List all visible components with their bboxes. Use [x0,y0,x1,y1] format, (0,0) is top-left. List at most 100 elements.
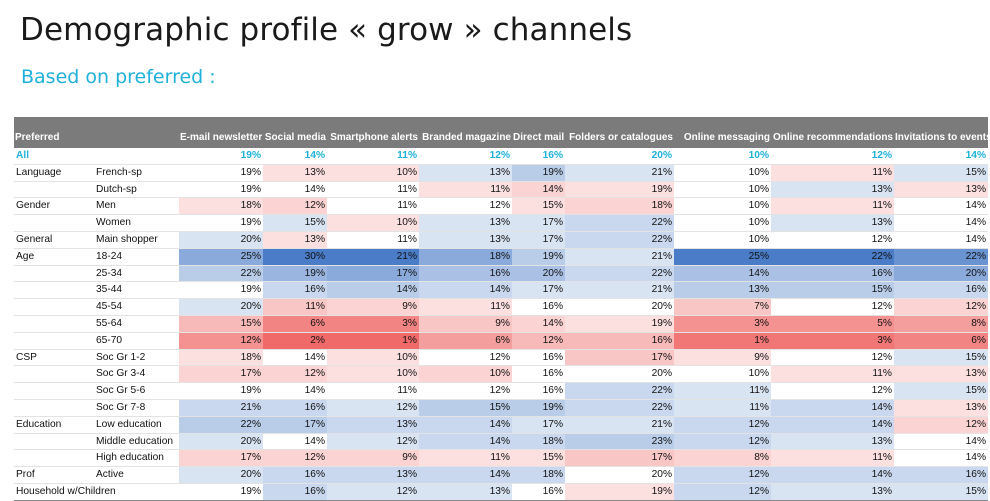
heat-cell: 8% [894,315,988,333]
heat-cell: 17% [327,265,419,283]
row-label: 65-70 [94,332,179,350]
heat-cell: 17% [512,231,565,249]
heat-cell: 9% [419,315,512,333]
heat-cell: 19% [565,181,674,199]
heat-cell: 12% [419,382,512,400]
heat-cell: 14% [894,148,988,165]
heat-cell: 13% [894,181,988,199]
heat-cell: 2% [263,332,327,350]
heat-cell: 11% [263,298,327,316]
heat-cell: 16% [894,466,988,484]
heat-cell: 12% [674,466,771,484]
heat-cell: 12% [327,433,419,451]
row-label: Soc Gr 1-2 [94,349,179,367]
data-row: Language French-sp 19% 13% 10% 13% 19% 21% 10% 11… [14,164,988,182]
data-row: 55-64 15% 6% 3% 9% 14% 19% 3% 5% 8% [14,315,988,333]
row-label: Women [94,214,179,232]
heat-cell: 16% [263,483,327,501]
heat-cell: 14% [512,315,565,333]
data-row: Middle education 20% 14% 12% 14% 18% 23% 12% 13%… [14,433,988,451]
heat-cell: 13% [419,231,512,249]
data-row: CSP Soc Gr 1-2 18% 14% 10% 12% 16% 17% 9% 12% 15% [14,349,988,367]
heat-cell: 19% [179,483,263,501]
heat-cell: 16% [512,148,565,165]
row-label: 45-54 [94,298,179,316]
row-group-label [14,281,94,300]
heat-cell: 21% [179,399,263,417]
heat-cell: 11% [419,449,512,468]
heat-cell: 21% [565,416,674,434]
heat-cell: 18% [179,197,263,216]
heat-cell: 20% [565,365,674,384]
heat-cell: 20% [179,298,263,316]
heat-cell: 13% [263,164,327,182]
heat-cell: 11% [419,298,512,316]
heat-cell: 18% [512,466,565,484]
heat-cell: 13% [327,416,419,434]
heat-cell: 12% [327,399,419,417]
heat-cell: 21% [565,248,674,266]
row-label: 55-64 [94,315,179,333]
heat-cell: 14% [419,466,512,484]
heat-cell: 13% [771,483,894,501]
data-row: Household w/Children 19% 16% 12% 13% 16% 19% 12… [14,483,988,501]
heat-cell: 16% [771,265,894,283]
column-header: Online recommendations [771,128,894,148]
heat-cell: 12% [674,433,771,451]
heat-cell: 10% [674,181,771,199]
heat-cell: 9% [674,349,771,367]
heat-cell: 13% [327,466,419,484]
row-label: High education [94,449,179,468]
heat-cell: 20% [179,466,263,484]
data-row: Prof Active 20% 16% 13% 14% 18% 20% 12% 14% 16% [14,466,988,484]
data-row: Education Low education 22% 17% 13% 14% 17% 21%… [14,416,988,434]
heat-cell: 1% [327,332,419,350]
heat-cell: 16% [512,483,565,501]
heat-cell: 3% [674,315,771,333]
heat-cell: 15% [894,164,988,182]
heat-cell: 16% [263,399,327,417]
heat-cell: 10% [674,148,771,165]
heat-cell: 13% [263,231,327,249]
heat-cell: 7% [674,298,771,316]
heat-cell: 19% [179,214,263,232]
row-group-label [14,399,94,417]
heat-cell: 3% [771,332,894,350]
row-group-label [14,365,94,384]
heat-cell: 21% [565,164,674,182]
data-row: Dutch-sp 19% 14% 11% 11% 14% 19% 10% 13% 13% [14,181,988,199]
row-label: Soc Gr 7-8 [94,399,179,417]
heat-cell: 14% [674,265,771,283]
heat-cell: 13% [771,433,894,451]
heat-cell: 22% [565,399,674,417]
heat-cell: 17% [565,449,674,468]
data-row: 35-44 19% 16% 14% 14% 17% 21% 13% 15% 16% [14,281,988,300]
heat-cell: 14% [263,382,327,400]
data-row: Soc Gr 7-8 21% 16% 12% 15% 19% 22% 11% 14% 13% [14,399,988,417]
column-header: Social media [263,128,327,148]
heat-cell: 12% [674,416,771,434]
heat-cell: 20% [512,265,565,283]
heat-cell: 13% [674,281,771,300]
heat-cell: 20% [565,298,674,316]
row-group-label: Prof [14,466,94,484]
heat-cell: 19% [179,148,263,165]
heat-cell: 3% [327,315,419,333]
heat-cell: 19% [565,315,674,333]
heat-cell: 14% [771,416,894,434]
heat-cell: 14% [327,281,419,300]
heat-cell: 20% [565,148,674,165]
heat-cell: 11% [327,148,419,165]
heat-cell: 11% [327,197,419,216]
heat-cell: 5% [771,315,894,333]
heat-cell: 12% [263,365,327,384]
heat-cell: 11% [327,181,419,199]
heat-cell: 11% [771,365,894,384]
heat-cell: 14% [771,466,894,484]
heat-cell: 12% [263,197,327,216]
heat-cell: 12% [894,298,988,316]
row-group-label [14,332,94,350]
heat-cell: 14% [894,433,988,451]
row-label: 18-24 [94,248,179,266]
heat-cell: 14% [263,148,327,165]
